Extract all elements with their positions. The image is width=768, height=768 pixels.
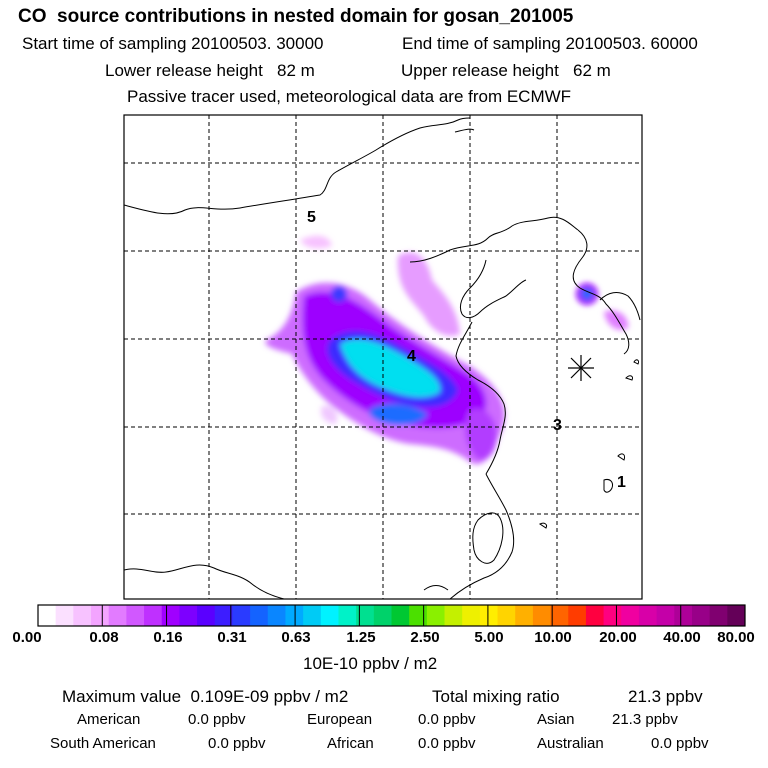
colorbar-swatch [691, 605, 711, 626]
colorbar-swatch [356, 605, 375, 626]
colorbar-swatch [515, 605, 534, 626]
colorbar-swatch [55, 605, 74, 626]
colorbar-swatch [214, 605, 233, 626]
colorbar-tick-label: 10.00 [534, 629, 572, 646]
colorbar-swatch [479, 605, 499, 626]
colorbar-unit-label: 10E-10 ppbv / m2 [303, 654, 438, 673]
australian-value: 0.0 ppbv [651, 735, 709, 752]
max-value-label: Maximum value 0.109E-09 ppbv / m2 [62, 687, 349, 706]
map-content [124, 115, 642, 599]
concentration-plume [265, 235, 629, 465]
colorbar-swatch [462, 605, 481, 626]
colorbar-tick-label: 1.25 [346, 629, 376, 646]
total-mixing-value: 21.3 ppbv [628, 687, 703, 706]
colorbar-swatch [161, 605, 180, 626]
region-label-3: 3 [553, 417, 562, 434]
lower-release-height-label: Lower release height 82 m [105, 61, 315, 80]
colorbar-swatch [391, 605, 410, 626]
colorbar-tick-label: 0.16 [153, 629, 183, 646]
colorbar-swatch [409, 605, 428, 626]
colorbar-swatch [126, 605, 145, 626]
colorbar-tick-label: 2.50 [410, 629, 440, 646]
colorbar-tick-label: 0.08 [89, 629, 119, 646]
asian-value: 21.3 ppbv [612, 711, 678, 728]
colorbar-swatch [550, 605, 569, 626]
colorbar-swatch [532, 605, 552, 626]
colorbar-swatch [108, 605, 127, 626]
south-american-label: South American [50, 735, 156, 752]
colorbar-swatch [267, 605, 286, 626]
colorbar-tick-label: 20.00 [599, 629, 637, 646]
colorbar-swatch [38, 605, 57, 626]
african-value: 0.0 ppbv [418, 735, 476, 752]
colorbar-swatch [373, 605, 392, 626]
colorbar-frame [37, 604, 746, 627]
colorbar-swatch [638, 605, 658, 626]
colorbar-tick-label: 0.00 [12, 629, 42, 646]
region-label-1: 1 [617, 474, 626, 491]
receptor-star-marker [568, 355, 594, 381]
colorbar-tick-label: 0.31 [217, 629, 247, 646]
african-label: African [327, 735, 374, 752]
asian-label: Asian [537, 711, 575, 728]
colorbar-swatch [709, 605, 728, 626]
colorbar-swatch [621, 605, 640, 626]
colorbar-tick-label: 40.00 [663, 629, 701, 646]
colorbar-tick-label: 5.00 [474, 629, 504, 646]
colorbar-swatch [250, 605, 269, 626]
european-value: 0.0 ppbv [418, 711, 476, 728]
colorbar-swatch [303, 605, 322, 626]
colorbar-swatch [338, 605, 357, 626]
colorbar-swatch [73, 605, 92, 626]
american-label: American [77, 711, 141, 728]
colorbar-swatch [285, 605, 304, 626]
graticule [124, 115, 642, 599]
end-time-label: End time of sampling 20100503. 60000 [402, 34, 698, 53]
colorbar-tick-label: 80.00 [717, 629, 755, 646]
colorbar-swatch [320, 605, 339, 626]
colorbar-swatch [603, 605, 622, 626]
colorbar-swatch [585, 605, 605, 626]
colorbar-swatch [179, 605, 198, 626]
region-label-5: 5 [307, 209, 316, 226]
map-frame [123, 114, 643, 600]
colorbar [38, 605, 746, 626]
south-american-value: 0.0 ppbv [208, 735, 266, 752]
colorbar-swatch [91, 605, 110, 626]
plot-title: CO source contributions in nested domain… [18, 6, 574, 27]
colorbar-swatch [727, 605, 746, 626]
american-value: 0.0 ppbv [188, 711, 246, 728]
total-mixing-label: Total mixing ratio [432, 687, 560, 706]
region-label-4: 4 [407, 348, 416, 365]
colorbar-swatch [144, 605, 163, 626]
colorbar-tick-label: 0.63 [281, 629, 311, 646]
colorbar-swatch [426, 605, 446, 626]
colorbar-swatch [656, 605, 675, 626]
colorbar-swatch [197, 605, 216, 626]
european-label: European [307, 711, 373, 728]
start-time-label: Start time of sampling 20100503. 30000 [22, 34, 324, 53]
colorbar-swatch [232, 605, 251, 626]
colorbar-swatch [444, 605, 463, 626]
australian-label: Australian [537, 735, 604, 752]
tracer-info-label: Passive tracer used, meteorological data… [127, 87, 572, 106]
colorbar-swatch [568, 605, 587, 626]
upper-release-height-label: Upper release height 62 m [401, 61, 611, 80]
colorbar-swatch [674, 605, 693, 626]
colorbar-swatch [497, 605, 516, 626]
